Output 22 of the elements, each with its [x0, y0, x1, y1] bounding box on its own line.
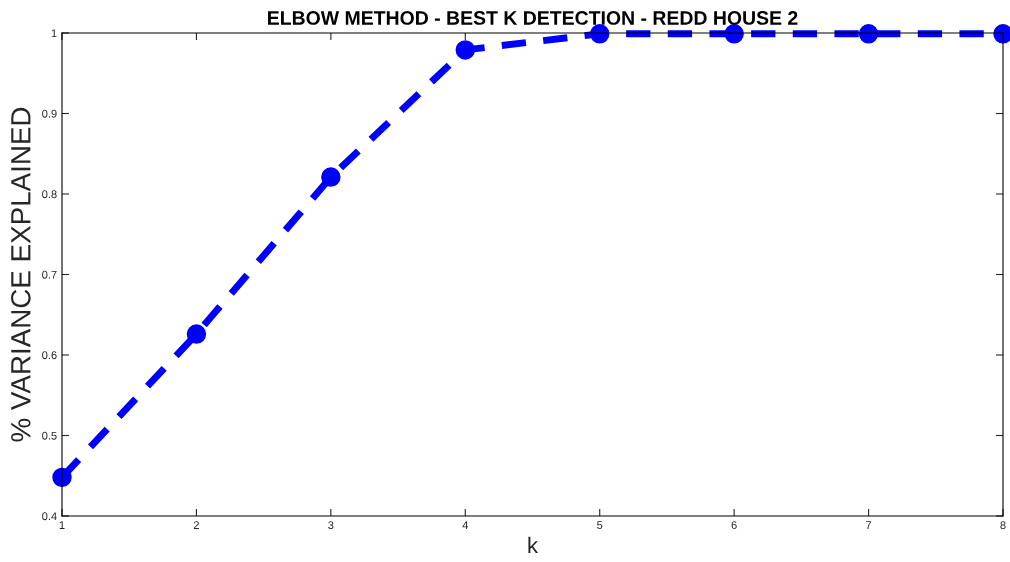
y-tick-label: 0.9 [42, 109, 57, 118]
y-tick-label: 0.4 [42, 512, 57, 521]
x-tick-label: 2 [193, 521, 199, 529]
y-tick-label: 0.7 [42, 270, 57, 279]
point [321, 167, 341, 187]
y-axis-title: % VARIANCE EXPLAINED [10, 107, 31, 442]
chart-title: ELBOW METHOD - BEST K DETECTION - REDD HOUSE 2 [268, 11, 798, 25]
x-tick-label: 8 [1000, 521, 1006, 530]
y-tick-label: 0.8 [42, 190, 57, 199]
y-tick-label: 0.5 [42, 431, 57, 440]
x-tick-label: 3 [328, 521, 334, 530]
x-tick-label: 7 [866, 521, 872, 529]
x-axis-title: k [528, 536, 539, 553]
y-tick-label: 1 [51, 29, 57, 38]
y-tick-label: 0.6 [42, 351, 57, 360]
x-tick-label: 5 [597, 521, 603, 530]
point [455, 40, 476, 60]
x-tick-label: 1 [59, 521, 65, 529]
x-tick-label: 6 [731, 521, 737, 530]
point [858, 24, 879, 44]
x-tick-label: 4 [462, 521, 469, 529]
point [186, 324, 207, 344]
